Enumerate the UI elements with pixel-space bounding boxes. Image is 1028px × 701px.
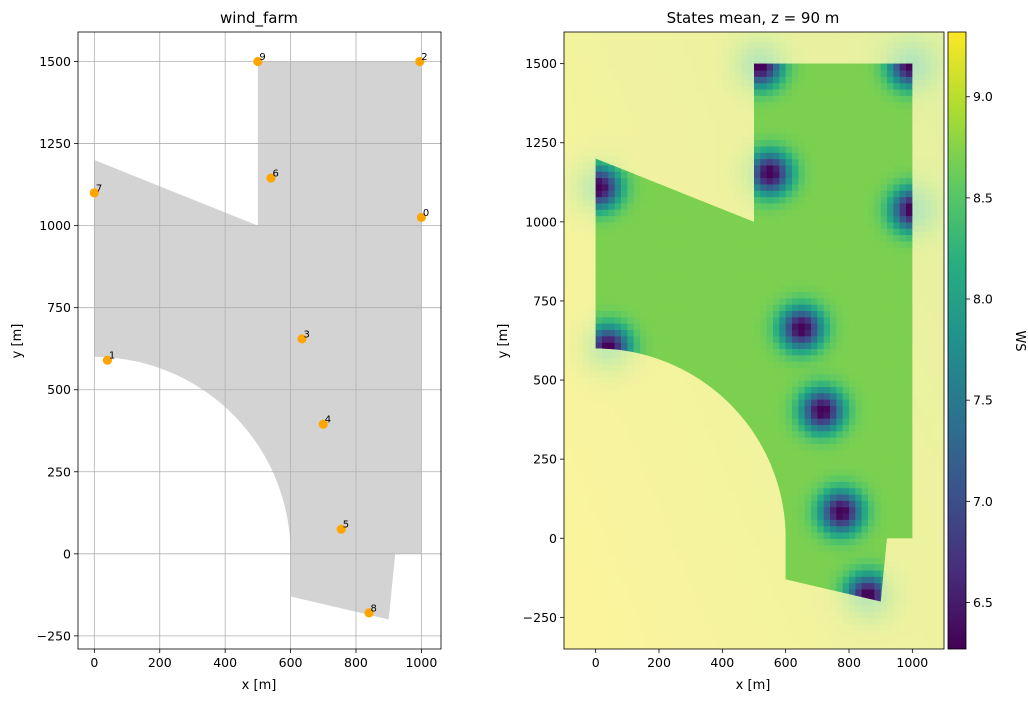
x-tick-label: 1000 — [405, 655, 437, 670]
y-tick-label: 500 — [47, 382, 71, 397]
axes-frame — [563, 31, 945, 650]
colorbar-frame — [947, 31, 967, 650]
turbine-marker-6 — [266, 173, 276, 183]
x-tick-label: 200 — [647, 655, 671, 670]
y-tick-label: 1250 — [39, 136, 71, 151]
x-ticks: 0 200 400 600 800 1000 — [90, 649, 437, 670]
x-tick-label: 800 — [837, 655, 861, 670]
colorbar-tick-label: 6.5 — [973, 595, 993, 610]
turbine-marker-4 — [318, 419, 328, 429]
x-tick-label: 1000 — [896, 655, 928, 670]
colorbar: 6.5 7.0 7.5 8.0 8.5 9.0 WS — [947, 31, 1027, 650]
turbine-label-5: 5 — [343, 520, 349, 531]
y-axis-label: y [m] — [496, 324, 511, 359]
y-tick-label: 1000 — [525, 214, 557, 229]
farm-boundary-area — [94, 61, 422, 620]
turbine-marker-1 — [102, 355, 113, 365]
y-tick-label: −250 — [523, 610, 557, 625]
turbine-label-4: 4 — [325, 415, 331, 426]
y-tick-label: 0 — [549, 531, 557, 546]
x-axis-label: x [m] — [736, 678, 771, 693]
wind-farm-title: wind_farm — [220, 9, 298, 28]
y-tick-label: 0 — [63, 546, 71, 561]
x-ticks: 0 200 400 600 800 1000 — [592, 649, 928, 670]
turbine-label-0: 0 — [423, 208, 429, 219]
y-ticks: −250 0 250 500 750 1000 1250 1500 — [523, 56, 564, 625]
turbine-marker-2 — [415, 56, 425, 67]
y-tick-label: 1250 — [525, 135, 557, 150]
farm-boundary-shape — [94, 61, 422, 620]
x-tick-label: 400 — [710, 655, 734, 670]
y-tick-label: −250 — [37, 628, 71, 643]
turbine-marker-9 — [253, 56, 263, 67]
colorbar-tick-label: 7.0 — [973, 494, 993, 509]
x-axis-label: x [m] — [242, 678, 277, 693]
turbine-label-1: 1 — [109, 351, 115, 362]
y-axis-label: y [m] — [10, 324, 25, 359]
wind-farm-chart: wind_farm 0 1 2 3 4 5 6 7 8 9 0 200 400 600 800 1000 −… — [10, 9, 442, 693]
turbine-label-8: 8 — [371, 603, 377, 614]
turbine-label-2: 2 — [421, 52, 427, 63]
y-tick-label: 750 — [47, 300, 71, 315]
turbine-label-6: 6 — [272, 169, 278, 180]
colorbar-tick-label: 9.0 — [973, 89, 993, 104]
colorbar-tick-label: 8.0 — [973, 292, 993, 307]
turbine-marker-7 — [89, 188, 99, 198]
turbine-marker-0 — [416, 212, 426, 223]
x-tick-label: 400 — [213, 655, 237, 670]
axes-frame — [77, 31, 442, 650]
x-tick-label: 0 — [592, 655, 600, 670]
turbine-marker-8 — [364, 608, 374, 618]
y-tick-label: 250 — [533, 452, 557, 467]
y-tick-label: 250 — [47, 464, 71, 479]
colorbar-ticks: 6.5 7.0 7.5 8.0 8.5 9.0 — [966, 89, 993, 610]
x-tick-label: 800 — [344, 655, 368, 670]
y-tick-label: 1000 — [39, 218, 71, 233]
colorbar-label: WS — [1012, 330, 1027, 351]
y-tick-label: 500 — [533, 373, 557, 388]
x-tick-label: 600 — [774, 655, 798, 670]
states-mean-title: States mean, z = 90 m — [667, 9, 840, 27]
y-tick-label: 1500 — [39, 54, 71, 69]
wind-speed-field — [564, 32, 944, 649]
colorbar-gradient — [948, 32, 966, 649]
turbine-label-7: 7 — [96, 183, 102, 194]
turbine-marker-5 — [336, 524, 346, 534]
turbine-markers: 0 1 2 3 4 5 6 7 8 9 — [89, 52, 429, 618]
x-tick-label: 0 — [90, 655, 98, 670]
states-mean-chart: States mean, z = 90 m 0 200 400 600 800 1000 … — [496, 9, 1027, 693]
y-ticks: −250 0 250 500 750 1000 1250 1500 — [37, 54, 78, 643]
turbine-marker-3 — [297, 334, 307, 344]
x-tick-label: 600 — [279, 655, 303, 670]
x-tick-label: 200 — [148, 655, 172, 670]
turbine-label-3: 3 — [304, 329, 310, 340]
colorbar-tick-label: 8.5 — [973, 190, 993, 205]
colorbar-tick-label: 7.5 — [973, 393, 993, 408]
y-tick-label: 1500 — [525, 56, 557, 71]
y-tick-label: 750 — [533, 293, 557, 308]
turbine-label-9: 9 — [259, 52, 265, 63]
